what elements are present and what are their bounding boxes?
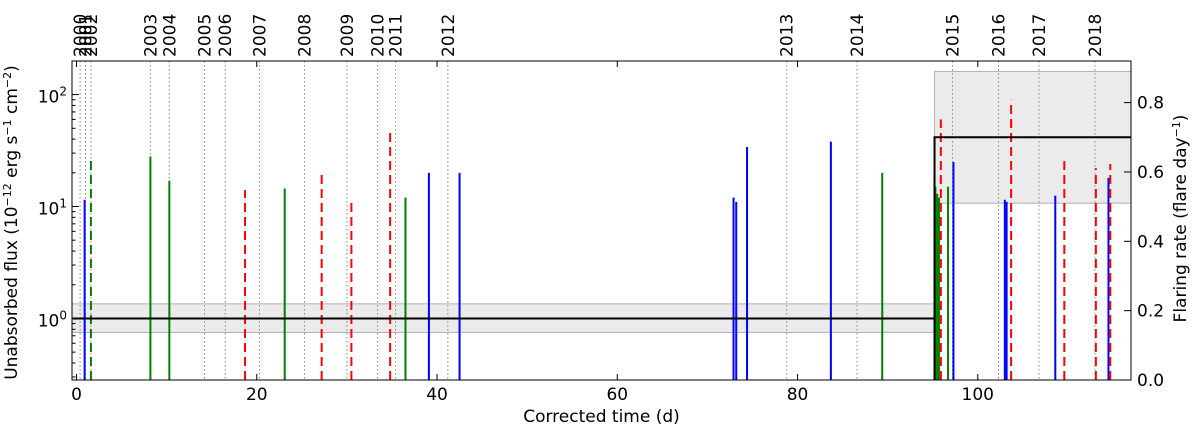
year-label-2012: 2012 <box>439 14 459 57</box>
x-tick-label: 20 <box>246 385 268 405</box>
y-right-tick-label: 0.4 <box>1137 232 1164 252</box>
year-label-2005: 2005 <box>195 14 215 57</box>
year-label-2007: 2007 <box>250 14 270 57</box>
confidence-bands <box>71 70 1132 333</box>
x-tick-label: 60 <box>606 385 628 405</box>
y-left-tick-label: 100 <box>38 308 67 331</box>
year-label-2015: 2015 <box>944 14 964 57</box>
y-right-axis-ticks: 0.0 0.2 0.4 0.6 0.8 <box>1124 94 1164 391</box>
y-right-tick-label: 0.0 <box>1137 371 1164 391</box>
year-label-2014: 2014 <box>848 14 868 57</box>
x-tick-label: 40 <box>426 385 448 405</box>
year-marker-lines <box>79 61 1096 380</box>
x-tick-label: 80 <box>787 385 809 405</box>
y-right-tick-label: 0.2 <box>1137 302 1164 322</box>
year-label-2003: 2003 <box>141 14 161 57</box>
year-label-2001: 2001 <box>77 14 97 57</box>
y-right-tick-label: 0.8 <box>1137 94 1164 114</box>
flaring-rate-step <box>933 136 1131 380</box>
y-right-tick-label: 0.6 <box>1137 163 1164 183</box>
year-label-2004: 2004 <box>160 14 180 57</box>
y-left-tick-label: 101 <box>38 197 67 220</box>
y-left-tick-label: 102 <box>38 85 67 108</box>
flaring-rate-lines <box>72 136 1131 380</box>
year-label-2017: 2017 <box>1030 14 1050 57</box>
year-label-2013: 2013 <box>778 14 798 57</box>
plot-frame <box>71 60 1132 381</box>
y-left-axis-label: Unabsorbed flux (10−12 erg s−1 cm−2) <box>1 65 23 380</box>
year-label-2018: 2018 <box>1086 14 1106 57</box>
year-label-2011: 2011 <box>387 14 407 57</box>
y-right-axis-label: Flaring rate (flare day−1) <box>1170 115 1192 323</box>
x-axis-label: Corrected time (d) <box>523 407 680 427</box>
year-label-2010: 2010 <box>369 14 389 57</box>
year-label-2016: 2016 <box>990 14 1010 57</box>
year-label-2006: 2006 <box>216 14 236 57</box>
year-label-2002: 2002 <box>82 14 102 57</box>
year-label-2000: 2000 <box>71 14 91 57</box>
x-axis-ticks: 0 20 40 60 80 100 <box>71 61 994 405</box>
y-left-axis-ticks: 100 101 102 <box>38 85 79 378</box>
x-tick-label: 100 <box>962 385 994 405</box>
year-label-2009: 2009 <box>338 14 358 57</box>
x-tick-label: 0 <box>71 385 82 405</box>
year-label-2008: 2008 <box>296 14 316 57</box>
